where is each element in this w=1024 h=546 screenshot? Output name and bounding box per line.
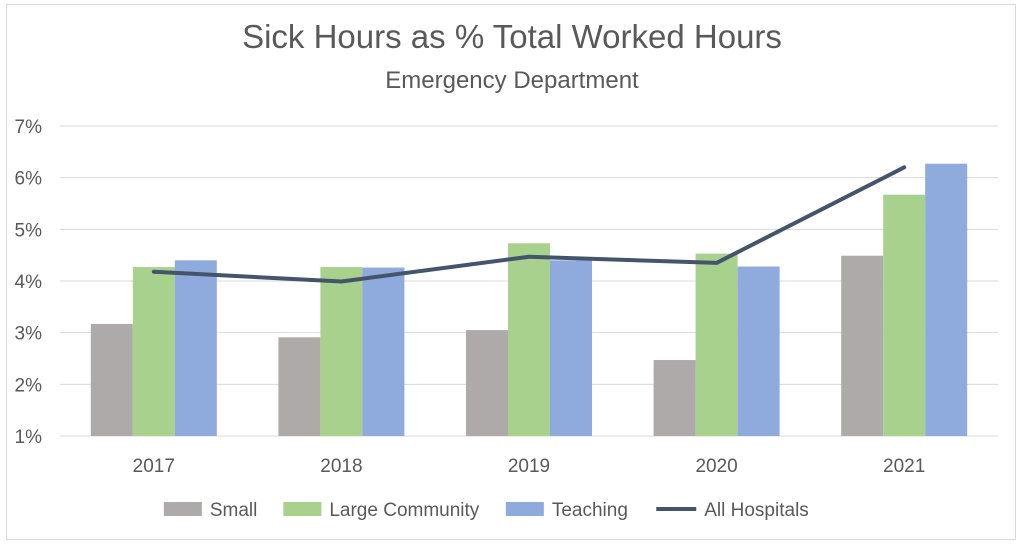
x-tick-label: 2017 [133, 456, 175, 477]
chart-subtitle: Emergency Department [385, 67, 639, 94]
bar-large-community [508, 243, 550, 436]
legend-label-all-hospitals: All Hospitals [704, 500, 809, 521]
y-tick-label: 6% [15, 169, 43, 190]
bar-teaching [737, 266, 780, 436]
line-all-hospitals [151, 165, 907, 284]
bar-teaching [925, 163, 968, 436]
bar-small [278, 337, 321, 436]
bar-large-community [132, 267, 175, 436]
x-tick-label: 2018 [320, 456, 362, 477]
y-tick-label: 5% [15, 220, 43, 241]
legend-swatch-teaching [505, 502, 544, 516]
bar-small [90, 323, 133, 436]
bar-small [653, 360, 696, 436]
legend-swatch-small [163, 502, 202, 516]
bar-large-community [883, 194, 926, 436]
y-tick-label: 2% [15, 375, 43, 396]
y-tick-label: 7% [15, 117, 43, 138]
x-tick-label: 2021 [883, 456, 925, 477]
x-tick-label: 2019 [508, 456, 550, 477]
y-tick-label: 4% [15, 272, 43, 293]
legend-swatch-large-community [283, 502, 322, 516]
bar-small [466, 330, 508, 436]
bar-teaching [174, 260, 217, 436]
x-tick-label: 2020 [695, 456, 737, 477]
legend-label-small: Small [210, 500, 258, 521]
legend-label-large-community: Large Community [329, 500, 479, 521]
bar-large-community [320, 267, 363, 436]
legend-label-teaching: Teaching [552, 500, 628, 521]
bar-small [841, 255, 884, 436]
chart-title: Sick Hours as % Total Worked Hours [242, 18, 782, 55]
bar-teaching [550, 260, 592, 436]
y-tick-label: 1% [15, 427, 43, 448]
y-tick-label: 3% [15, 324, 43, 345]
bar-teaching [362, 267, 405, 436]
bar-large-community [695, 253, 738, 436]
